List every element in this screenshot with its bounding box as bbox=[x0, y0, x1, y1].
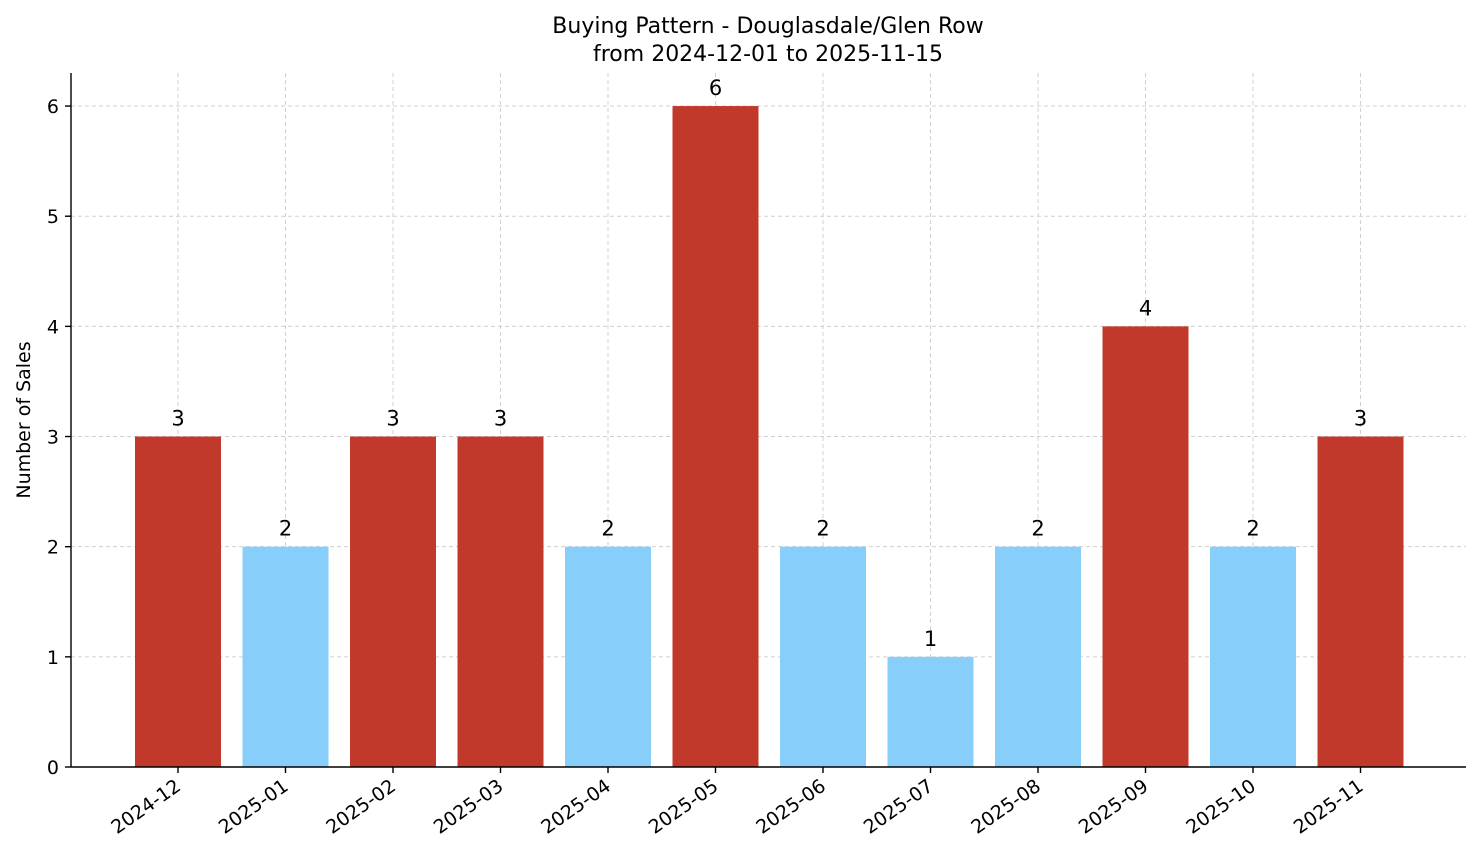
y-tick-label: 6 bbox=[47, 96, 59, 118]
chart-title: Buying Pattern - Douglasdale/Glen Row bbox=[552, 14, 983, 39]
bar bbox=[565, 546, 651, 767]
bar-value-label: 3 bbox=[386, 407, 399, 431]
y-tick-label: 2 bbox=[47, 537, 59, 559]
x-tick-label: 2025-02 bbox=[322, 775, 400, 839]
bar bbox=[1317, 436, 1404, 767]
y-tick-label: 3 bbox=[47, 427, 59, 449]
bar bbox=[995, 546, 1081, 767]
bar bbox=[242, 546, 329, 767]
x-tick-label: 2025-04 bbox=[537, 775, 615, 839]
bar-value-label: 2 bbox=[1246, 517, 1259, 541]
x-tick-label: 2024-12 bbox=[107, 775, 185, 839]
bar bbox=[887, 656, 974, 767]
x-tick-label: 2025-01 bbox=[215, 775, 293, 839]
bar-value-label: 3 bbox=[494, 407, 507, 431]
x-tick-label: 2025-03 bbox=[430, 775, 508, 839]
bar bbox=[780, 546, 866, 767]
value-labels: 3 2 3 3 2 6 2 1 2 4 2 3 bbox=[171, 76, 1367, 651]
bar bbox=[672, 106, 759, 768]
x-tick-label: 2025-07 bbox=[860, 775, 938, 839]
x-tick-label: 2025-11 bbox=[1290, 775, 1368, 839]
bar-value-label: 2 bbox=[816, 517, 829, 541]
bars bbox=[135, 106, 1404, 768]
axes bbox=[70, 73, 1466, 768]
y-ticks: 0 1 2 3 4 5 6 bbox=[47, 96, 71, 779]
y-tick-label: 1 bbox=[47, 647, 59, 669]
bar-value-label: 2 bbox=[601, 517, 614, 541]
bar-value-label: 2 bbox=[279, 517, 292, 541]
x-tick-label: 2025-06 bbox=[752, 775, 830, 839]
y-tick-label: 4 bbox=[47, 316, 59, 338]
x-tick-label: 2025-10 bbox=[1182, 775, 1260, 839]
bar-value-label: 3 bbox=[171, 407, 184, 431]
bar bbox=[1210, 546, 1296, 767]
bar bbox=[1102, 326, 1189, 767]
x-ticks: 2024-12 2025-01 2025-02 2025-03 2025-04 2025-… bbox=[107, 767, 1367, 839]
y-tick-label: 5 bbox=[47, 206, 59, 228]
bar-value-label: 3 bbox=[1354, 407, 1367, 431]
bar-value-label: 4 bbox=[1139, 296, 1152, 320]
bar-value-label: 2 bbox=[1031, 517, 1044, 541]
chart-subtitle: from 2024-12-01 to 2025-11-15 bbox=[593, 42, 943, 67]
x-tick-label: 2025-05 bbox=[645, 775, 723, 839]
bar-value-label: 1 bbox=[924, 627, 937, 651]
x-tick-label: 2025-08 bbox=[967, 775, 1045, 839]
y-axis-label: Number of Sales bbox=[13, 341, 35, 498]
bar bbox=[135, 436, 221, 767]
bar bbox=[457, 436, 544, 767]
bar bbox=[350, 436, 436, 767]
y-tick-label: 0 bbox=[47, 757, 59, 779]
x-tick-label: 2025-09 bbox=[1075, 775, 1153, 839]
bar-value-label: 6 bbox=[709, 76, 722, 100]
